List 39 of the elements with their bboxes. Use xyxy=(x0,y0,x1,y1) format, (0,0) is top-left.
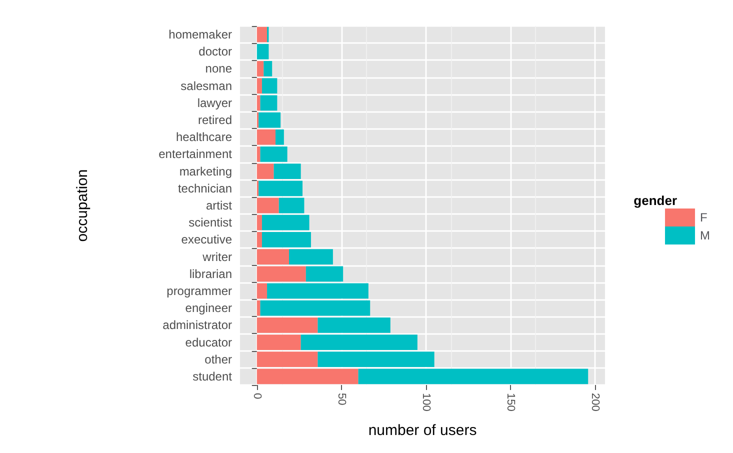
y-tick-label: librarian xyxy=(189,266,232,281)
y-tick-label: technician xyxy=(178,181,232,196)
x-tick-label: 50 xyxy=(335,393,348,406)
y-tick-label: salesman xyxy=(180,78,232,93)
bar xyxy=(278,198,304,214)
x-tick-label: 0 xyxy=(250,393,263,400)
legend-label: F xyxy=(700,210,708,224)
y-tick-label: executive xyxy=(181,232,232,247)
bar xyxy=(256,26,268,42)
y-tick-label: educator xyxy=(185,335,232,350)
y-tick-label: homemaker xyxy=(168,28,232,42)
legend-label: M xyxy=(700,228,710,242)
legend-title: gender xyxy=(634,193,677,208)
y-tick-label: entertainment xyxy=(158,147,233,162)
bar xyxy=(358,368,588,384)
y-tick-label: administrator xyxy=(162,318,232,332)
y-tick-label: doctor xyxy=(198,44,232,59)
y-tick-label: other xyxy=(204,352,232,366)
y-tick-label: artist xyxy=(206,198,233,212)
y-tick-label: programmer xyxy=(166,284,232,298)
y-tick-label: engineer xyxy=(185,301,232,316)
y-tick-label: healthcare xyxy=(176,130,232,144)
bar xyxy=(258,112,281,128)
bar xyxy=(256,283,268,299)
y-tick-label: marketing xyxy=(179,164,232,178)
y-tick-label: student xyxy=(192,369,233,384)
x-tick-label: 200 xyxy=(588,393,601,412)
y-tick-label: lawyer xyxy=(197,96,232,110)
y-axis-title: occupation xyxy=(74,169,91,242)
y-tick-label: writer xyxy=(202,250,232,264)
bar xyxy=(267,283,368,299)
x-tick-label: 100 xyxy=(420,393,432,412)
bar xyxy=(256,368,358,384)
bar xyxy=(256,198,279,214)
y-tick-label: retired xyxy=(198,113,232,128)
y-tick-label: none xyxy=(205,62,232,76)
y-tick-label: scientist xyxy=(188,216,233,230)
x-tick-label: 150 xyxy=(504,393,516,412)
x-axis-title: number of users xyxy=(368,422,477,439)
